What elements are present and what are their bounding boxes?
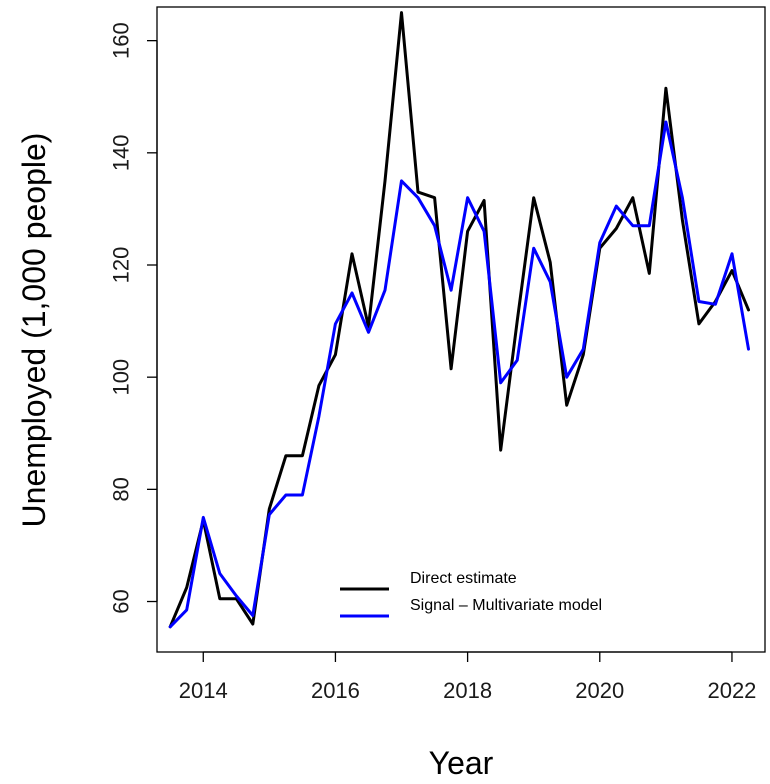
y-tick-label-60: 60 (109, 589, 134, 613)
y-tick-label-120: 120 (109, 247, 134, 284)
series-layer (168, 11, 750, 629)
y-axis: 60 80 100 120 140 160 (109, 22, 158, 614)
plot-frame (156, 6, 766, 653)
x-axis-title: Year (429, 745, 494, 781)
x-tick-label-2014: 2014 (179, 678, 228, 703)
y-tick-label-140: 140 (109, 134, 134, 171)
y-tick-label-100: 100 (109, 359, 134, 396)
x-axis: 2014 2016 2018 2020 2022 (179, 651, 756, 703)
legend-label-direct-estimate: Direct estimate (410, 570, 517, 587)
x-tick-label-2018: 2018 (443, 678, 492, 703)
legend-label-signal-multivariate-model: Signal – Multivariate model (410, 597, 602, 614)
series-line-signal-multivariate-model (168, 120, 750, 629)
series-line-direct-estimate (168, 11, 750, 629)
x-tick-label-2020: 2020 (575, 678, 624, 703)
legend: Direct estimate Signal – Multivariate mo… (340, 570, 602, 618)
y-tick-label-160: 160 (109, 22, 134, 59)
y-tick-label-80: 80 (109, 477, 134, 501)
y-axis-title: Unemployed (1,000 people) (16, 133, 52, 528)
x-tick-label-2022: 2022 (707, 678, 756, 703)
x-tick-label-2016: 2016 (311, 678, 360, 703)
